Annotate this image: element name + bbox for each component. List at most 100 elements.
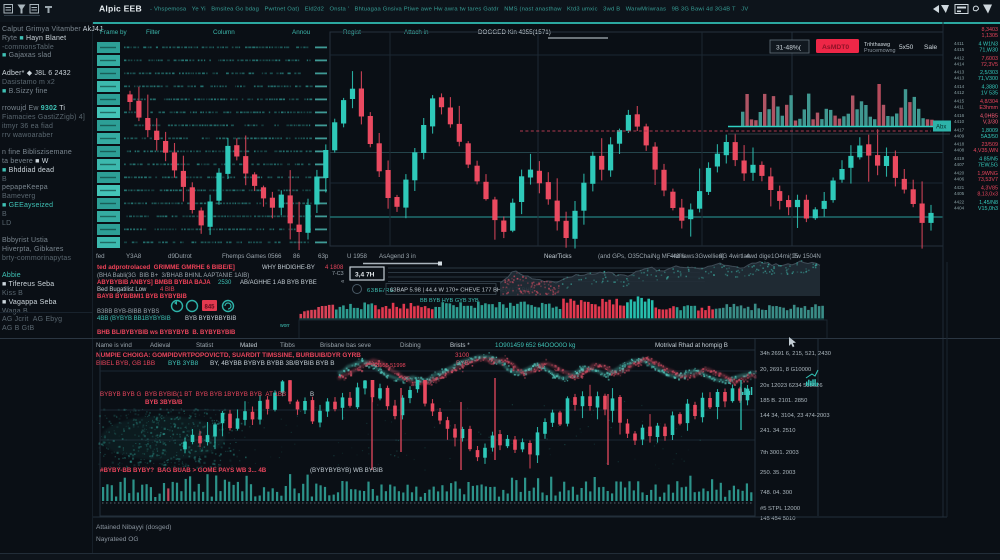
svg-text:AsMDT0: AsMDT0 bbox=[822, 44, 849, 51]
svg-text:3,4 7H: 3,4 7H bbox=[355, 272, 375, 279]
svg-text:BAYB BYB/BMI1 BYB BYBYBIB: BAYB BYB/BMI1 BYB BYBYBIB bbox=[97, 294, 187, 300]
svg-text:Brisbane bas seve: Brisbane bas seve bbox=[320, 342, 371, 349]
svg-text:1O901459 652 64OOO0O kg: 1O901459 652 64OOO0O kg bbox=[495, 342, 576, 349]
svg-text:d9Dutrot: d9Dutrot bbox=[168, 253, 192, 260]
svg-text:BYBYB BYB G BYB BYBIB(1 BT B: BYBYB BYB G BYB BYBIB(1 BT BYB BYB 1BYBY… bbox=[100, 391, 286, 398]
svg-text:4408: 4408 bbox=[954, 148, 965, 153]
svg-text:4405: 4405 bbox=[954, 191, 965, 196]
svg-text:V,3/30: V,3/30 bbox=[983, 119, 998, 125]
svg-text:4,8/304: 4,8/304 bbox=[980, 99, 998, 105]
svg-text:20x 12023 6234 535626: 20x 12023 6234 535626 bbox=[760, 383, 823, 389]
svg-text:4,3880: 4,3880 bbox=[982, 85, 999, 91]
svg-text:Tibbs: Tibbs bbox=[280, 342, 295, 349]
svg-text:4411: 4411 bbox=[954, 105, 964, 110]
svg-text:NUMPIE CHOIGA: GOMPIDVRTPOPOVI: NUMPIE CHOIGA: GOMPIDVRTPOPOVICTD, SUARD… bbox=[96, 352, 361, 359]
svg-text:7,6003: 7,6003 bbox=[982, 56, 999, 62]
svg-text:BY, 4BYBB BYBYB BYBB 3B/BYBIB: BY, 4BYBB BYBYB BYBB 3B/BYBIB BYB B bbox=[210, 360, 335, 367]
svg-text:#BYBY-BB BYBY? BAG BUAB > GOM: #BYBY-BB BYBY? BAG BUAB > GOME PAYS WB 3… bbox=[100, 467, 267, 474]
svg-text:1,9WNG: 1,9WNG bbox=[977, 171, 998, 177]
svg-text:4 W1N3: 4 W1N3 bbox=[979, 41, 998, 47]
svg-text:B3BB BYB-BIBB BYBS: B3BB BYB-BIBB BYBS bbox=[97, 309, 159, 315]
svg-text:Alpic EEB: Alpic EEB bbox=[99, 4, 142, 14]
svg-text:8,3403: 8,3403 bbox=[982, 27, 999, 33]
svg-text:WHY BHDIGHE-BY: WHY BHDIGHE-BY bbox=[262, 265, 315, 271]
svg-text:4,3V85: 4,3V85 bbox=[981, 185, 998, 191]
svg-text:«: « bbox=[341, 279, 345, 285]
svg-text:4wd dige: 4wd dige bbox=[746, 253, 771, 260]
svg-text:4406: 4406 bbox=[954, 177, 965, 182]
svg-text:E3hmm: E3hmm bbox=[979, 105, 998, 111]
svg-text:8,13,0x3: 8,13,0x3 bbox=[977, 191, 998, 197]
svg-text:B: B bbox=[310, 391, 314, 398]
svg-text:worr: worr bbox=[280, 323, 290, 329]
svg-text:Motrival Rhad at hompig B: Motrival Rhad at hompig B bbox=[655, 342, 728, 349]
svg-text:144 34, 3104, 23 474-2003: 144 34, 3104, 23 474-2003 bbox=[760, 413, 830, 419]
svg-text:Sale: Sale bbox=[924, 44, 938, 51]
svg-text:Filter: Filter bbox=[146, 29, 160, 36]
svg-text:#5 STPL 12000: #5 STPL 12000 bbox=[760, 506, 800, 512]
svg-text:7EW,5G: 7EW,5G bbox=[978, 163, 998, 169]
svg-text:AsAgend 3 in: AsAgend 3 in bbox=[379, 253, 416, 260]
svg-text:Brists *: Brists * bbox=[450, 342, 470, 349]
svg-text:4415: 4415 bbox=[954, 47, 965, 52]
svg-text:63BE/RE: 63BE/RE bbox=[367, 288, 394, 294]
svg-text:Fhemps Games 0566: Fhemps Games 0566 bbox=[222, 253, 282, 260]
svg-text:4420: 4420 bbox=[954, 171, 965, 176]
svg-text:BB BYB HYB GYB 3YB: BB BYB HYB GYB 3YB bbox=[420, 298, 479, 304]
svg-text:fed: fed bbox=[96, 253, 105, 260]
svg-text:1O4mi(15: 1O4mi(15 bbox=[771, 253, 799, 260]
svg-text:4410: 4410 bbox=[954, 119, 965, 124]
svg-text:(and GPs, O35ChaiNg MF-43%: (and GPs, O35ChaiNg MF-43% bbox=[598, 253, 686, 260]
svg-text:86: 86 bbox=[293, 253, 300, 260]
svg-text:2,5/303: 2,5/303 bbox=[980, 70, 998, 76]
svg-text:Bed Bugatilist Low: Bed Bugatilist Low bbox=[97, 287, 147, 293]
svg-text:Prucemowng: Prucemowng bbox=[864, 48, 895, 54]
svg-text:4,0HB5: 4,0HB5 bbox=[980, 113, 998, 119]
svg-text:4414: 4414 bbox=[954, 84, 965, 89]
svg-text:Name is vind: Name is vind bbox=[96, 342, 132, 349]
svg-text:71,V300: 71,V300 bbox=[978, 76, 998, 82]
svg-text:BYB 3BYB/B: BYB 3BYB/B bbox=[145, 399, 183, 406]
svg-text:5A3/50: 5A3/50 bbox=[981, 134, 998, 140]
svg-text:Nayrateed OG: Nayrateed OG bbox=[96, 536, 139, 543]
svg-text:Statist: Statist bbox=[196, 342, 213, 349]
svg-text:8G 4wirtlan: 8G 4wirtlan bbox=[719, 253, 751, 260]
svg-text:7th 3001. 2003: 7th 3001. 2003 bbox=[760, 450, 799, 456]
svg-text:Attained Nibayyi (dosged): Attained Nibayyi (dosged) bbox=[96, 524, 172, 531]
svg-text:71,W30: 71,W30 bbox=[979, 47, 998, 53]
svg-text:BIBEL BYB, GB 1BB: BIBEL BYB, GB 1BB bbox=[96, 360, 155, 367]
svg-text:7-C3: 7-C3 bbox=[332, 271, 344, 277]
svg-text:NearTicks: NearTicks bbox=[544, 253, 572, 260]
svg-text:4416: 4416 bbox=[954, 113, 965, 118]
svg-text:4415: 4415 bbox=[954, 99, 965, 104]
svg-text:4413: 4413 bbox=[954, 70, 965, 75]
svg-text:4 85/N5: 4 85/N5 bbox=[979, 157, 998, 163]
svg-text:4413: 4413 bbox=[954, 76, 965, 81]
svg-text:4404: 4404 bbox=[954, 205, 965, 210]
svg-text:Abx: Abx bbox=[936, 125, 946, 131]
svg-text:48155 51998: 48155 51998 bbox=[373, 363, 406, 369]
svg-text:250. 35. 2003: 250. 35. 2003 bbox=[760, 470, 795, 476]
svg-text:U 1958: U 1958 bbox=[347, 253, 368, 260]
svg-text:845: 845 bbox=[205, 305, 216, 311]
svg-text:BYB: BYB bbox=[456, 360, 469, 367]
svg-text:BHB BL/BYBYBIB ws BYBYBYB B.: BHB BL/BYBYBIB ws BYBYBYB B. BYBYBYBIB bbox=[97, 330, 236, 336]
svg-text:73,53V7: 73,53V7 bbox=[978, 177, 998, 183]
svg-text:4422: 4422 bbox=[954, 199, 965, 204]
svg-text:63p: 63p bbox=[318, 253, 329, 260]
svg-text:1,8009: 1,8009 bbox=[982, 128, 999, 134]
svg-text:20, 2691, 8 G10000: 20, 2691, 8 G10000 bbox=[760, 367, 811, 373]
svg-text:(BHA Babli(3G BIB B+ 3/BHAB: (BHA Babli(3G BIB B+ 3/BHAB BHINL AAPTAN… bbox=[97, 273, 249, 279]
svg-text:185 B. 2101. 2850: 185 B. 2101. 2850 bbox=[760, 398, 807, 404]
svg-text:Y3A8: Y3A8 bbox=[126, 253, 142, 260]
svg-text:63BAP 5.98 | 44.4 W 170+ CHEVE: 63BAP 5.98 | 44.4 W 170+ CHEVE 177 BHEW … bbox=[390, 288, 534, 294]
svg-text:4419: 4419 bbox=[954, 156, 965, 161]
svg-text:Trihthaswg: Trihthaswg bbox=[864, 42, 890, 48]
svg-text:- Vhspemosa Ye Yi Bmsitea: - Vhspemosa Ye Yi Bmsitea Go bdag Pwrtne… bbox=[150, 7, 748, 13]
svg-text:1V 535: 1V 535 bbox=[981, 91, 998, 97]
svg-text:4417: 4417 bbox=[954, 127, 965, 132]
svg-text:AB/AGHHE 1 AB BYB BYBE: AB/AGHHE 1 AB BYB BYBE bbox=[240, 280, 317, 286]
svg-text:23/509: 23/509 bbox=[982, 142, 999, 148]
svg-text:748. 04. 300: 748. 04. 300 bbox=[760, 490, 792, 496]
svg-text:BYB BYBYBBYBIB: BYB BYBYBBYBIB bbox=[185, 316, 236, 322]
